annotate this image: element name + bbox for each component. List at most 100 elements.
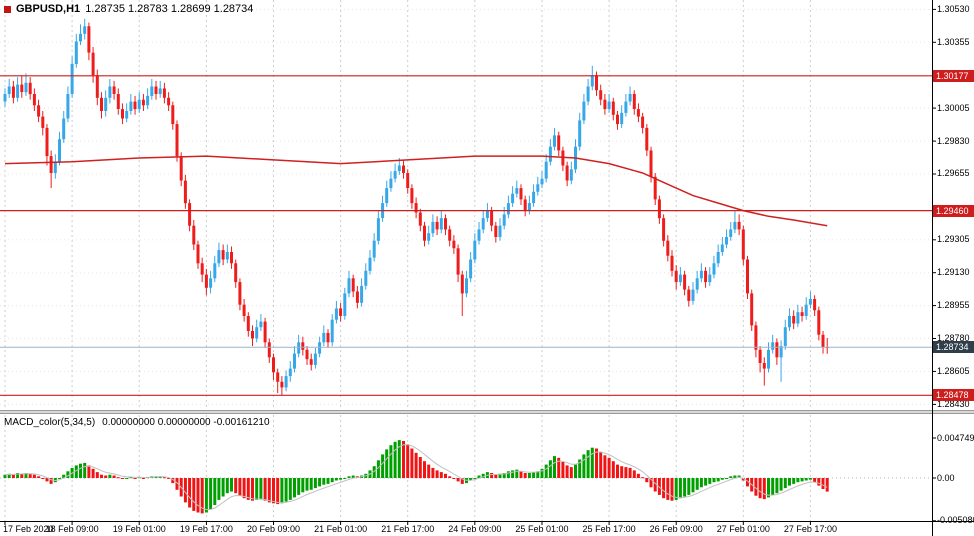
macd-histogram-bar [167, 478, 171, 479]
candle-body [150, 86, 154, 96]
macd-histogram-bar [276, 478, 280, 505]
candle-body [158, 88, 162, 94]
macd-histogram-bar [632, 470, 636, 478]
macd-histogram-bar [687, 478, 691, 495]
candle-body [385, 188, 389, 204]
macd-histogram-bar [620, 466, 624, 478]
macd-histogram-bar [498, 473, 502, 478]
candle-body [511, 193, 515, 204]
candle-body [45, 127, 49, 157]
macd-histogram-bar [788, 478, 791, 486]
macd-histogram-bar [49, 478, 53, 484]
macd-histogram-bar [716, 478, 720, 482]
macd-histogram-bar [762, 478, 766, 500]
candle-body [649, 150, 653, 177]
macd-histogram-bar [280, 478, 284, 504]
macd-histogram-bar [297, 478, 301, 495]
macd-histogram-bar [376, 460, 380, 478]
macd-histogram-bar [406, 444, 410, 478]
candle-body [11, 86, 15, 98]
macd-histogram-bar [607, 457, 611, 478]
macd-histogram-bar [481, 473, 485, 478]
candle-body [565, 165, 569, 181]
candle-body [687, 289, 691, 301]
macd-histogram-bar [490, 473, 494, 479]
macd-histogram-bar [792, 478, 796, 484]
macd-histogram-bar [125, 478, 129, 479]
ohlc-values: 1.28735 1.28783 1.28699 1.28734 [85, 3, 254, 15]
candle-body [196, 244, 200, 264]
candle-body [221, 250, 225, 260]
macd-histogram-bar [624, 467, 628, 479]
candle-body [636, 109, 640, 117]
candle-body [37, 105, 41, 117]
candle-body [716, 252, 720, 264]
candle-body [678, 274, 682, 283]
macd-histogram-bar [11, 474, 15, 479]
macd-histogram-bar [221, 478, 225, 497]
candle-body [783, 327, 787, 346]
macd-histogram-bar [351, 475, 355, 478]
macd-histogram-bar [37, 476, 41, 478]
macd-histogram-bar [129, 477, 133, 479]
candle-body [662, 218, 666, 241]
candle-body [502, 214, 506, 226]
candle-body [251, 331, 254, 339]
candle-body [616, 114, 619, 125]
macd-histogram-bar [754, 478, 758, 496]
candle-body [330, 319, 334, 343]
macd-histogram-bar [431, 467, 435, 478]
candle-body [804, 304, 808, 316]
macd-histogram-bar [506, 471, 510, 478]
candle-body [473, 240, 477, 260]
macd-histogram-bar [389, 445, 393, 479]
macd-histogram-bar [741, 478, 745, 481]
candle-body [293, 353, 296, 369]
candle-body [364, 270, 368, 286]
macd-histogram-bar [544, 464, 548, 479]
macd-histogram-bar [678, 478, 682, 499]
candle-body [167, 97, 171, 106]
macd-histogram-bar [24, 473, 28, 479]
macd-histogram-bar [259, 478, 263, 500]
time-axis[interactable] [0, 522, 932, 536]
candle-body [351, 278, 355, 292]
candle-body [171, 105, 175, 125]
macd-histogram-bar [616, 464, 619, 479]
macd-histogram-bar [460, 478, 464, 484]
candle-body [137, 99, 141, 110]
candle-body [263, 321, 267, 343]
pane-separator[interactable] [0, 410, 974, 414]
macd-histogram-bar [804, 478, 808, 481]
macd-histogram-bar [234, 478, 238, 494]
macd-histogram-bar [808, 478, 812, 480]
candle-body [712, 263, 716, 275]
candle-body [586, 86, 590, 102]
candle-body [284, 376, 288, 388]
macd-histogram-bar [540, 468, 544, 479]
macd-histogram-bar [318, 478, 322, 487]
macd-histogram-bar [213, 478, 217, 505]
candle-body [796, 312, 800, 324]
macd-histogram-bar [62, 474, 66, 479]
macd-histogram-bar [561, 462, 565, 478]
candle-body [309, 359, 313, 365]
price-axis[interactable] [932, 0, 974, 521]
candle-body [527, 203, 531, 211]
candle-body [234, 263, 238, 283]
candle-body [100, 97, 103, 111]
candle-body [435, 221, 439, 230]
candle-body [146, 95, 150, 106]
macd-histogram-bar [800, 478, 804, 482]
macd-histogram-bar [691, 478, 695, 493]
macd-histogram-bar [599, 451, 603, 478]
macd-histogram-bar [284, 478, 288, 502]
macd-histogram-bar [578, 459, 582, 478]
candle-body [599, 90, 603, 100]
candle-body [343, 293, 347, 316]
candle-body [230, 252, 233, 264]
macd-histogram-bar [662, 478, 666, 499]
macd-histogram-bar [385, 449, 389, 478]
